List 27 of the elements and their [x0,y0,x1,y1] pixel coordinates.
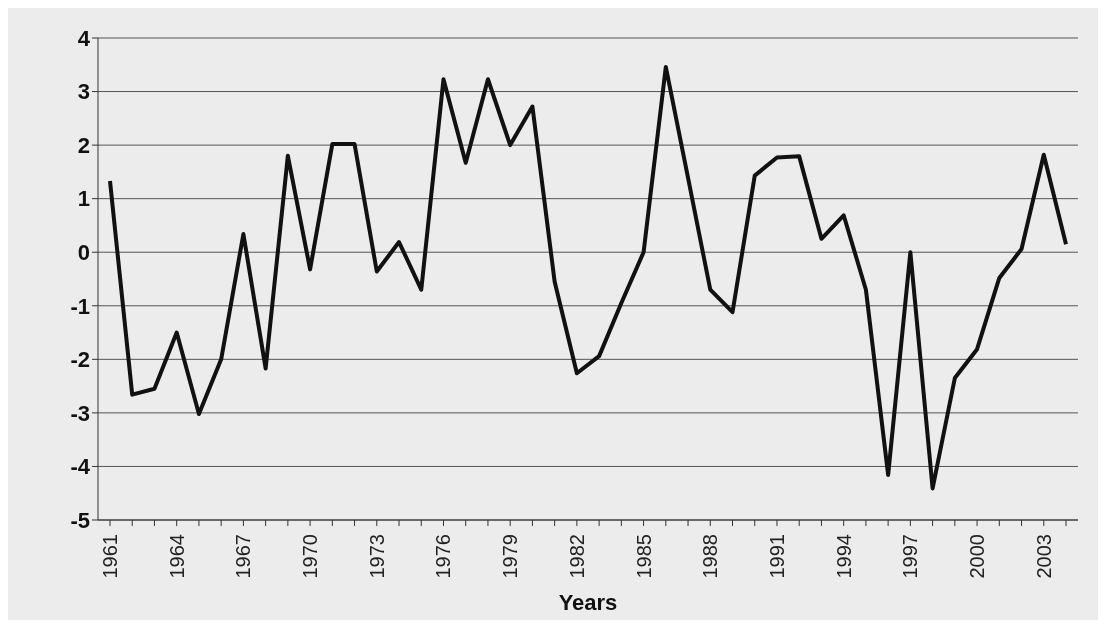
y-tick-label: 4 [77,25,91,51]
y-tick-label: -1 [70,293,90,319]
x-tick-label: 1979 [499,534,522,579]
x-tick-label: 1967 [232,534,255,579]
line-series [108,64,1068,491]
x-tick-label: 1982 [565,534,588,579]
x-tick-label: 2000 [966,534,989,579]
x-tick-label: 1997 [899,534,922,579]
x-tick-label: 1970 [299,534,322,579]
x-tick-label: 1961 [99,534,121,579]
y-tick-label: 3 [77,79,90,105]
x-tick-label: 1973 [365,534,388,579]
y-tick-label: -5 [70,507,90,533]
x-tick-label: 1985 [632,534,655,579]
x-tick-label: 1991 [765,534,788,579]
x-tick-label: 1976 [432,534,455,579]
y-tick-label: -2 [70,347,90,373]
x-tick-label: 2003 [1032,534,1055,579]
x-tick-label: 1994 [832,534,855,579]
y-tick-label: 2 [77,132,90,158]
x-tick-label: 1964 [165,534,188,579]
y-tick-label: 1 [77,186,90,212]
y-tick-label: -4 [70,454,91,480]
y-tick-label: 0 [77,240,90,266]
x-tick-label: 1988 [699,534,722,579]
y-tick-label: -3 [70,400,90,426]
x-axis-title: Years [558,590,618,615]
